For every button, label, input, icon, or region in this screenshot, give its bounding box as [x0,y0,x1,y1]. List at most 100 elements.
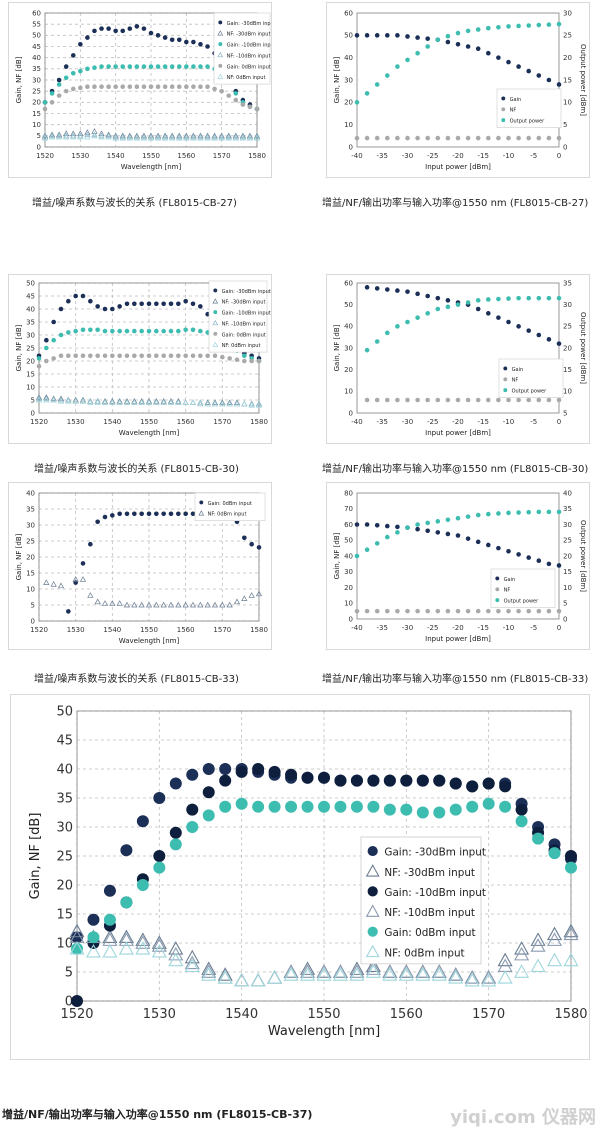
data-point-circle [51,319,56,325]
data-point-triangle [248,592,255,598]
y-tick-label: 35 [26,505,35,513]
y-tick-label: 10 [344,600,353,608]
y-axis-label: Gain, NF [dB] [28,813,43,900]
data-point-triangle [70,133,77,140]
data-point-triangle [91,131,98,138]
data-point-circle [198,304,203,309]
x-tick-label: 1560 [177,418,195,426]
x-tick-label: -30 [402,624,413,632]
y-tick-label: 40 [56,762,73,777]
x-tick-label: 1550 [307,1007,340,1022]
data-point-circle [146,301,152,307]
legend-label: Gain [512,367,524,373]
data-point-triangle [72,398,79,404]
x-tick-label: 1580 [248,152,266,160]
data-point-circle [233,91,239,96]
data-point-triangle [253,132,261,139]
data-point-circle [536,558,542,564]
legend-label: Gain: 0dBm input [222,332,266,338]
data-point-circle [516,552,521,557]
data-point-circle [482,797,495,810]
data-point-triangle [123,601,131,608]
data-point-circle [506,296,511,301]
x-tick-label: -30 [402,418,413,426]
data-point-triangle [43,394,50,400]
data-point-circle [415,135,420,141]
data-point-circle [235,765,248,778]
data-point-circle [486,397,491,403]
data-point-circle [136,879,149,891]
data-point-circle [139,511,144,517]
data-point-triangle [218,132,225,139]
data-point-triangle [250,972,266,987]
data-point-circle [106,84,111,89]
y-tick-label: 20 [56,878,73,893]
data-point-circle [465,536,471,541]
data-point-circle [117,511,122,517]
data-point-circle [556,608,562,614]
data-point-triangle [253,134,261,141]
data-point-triangle [98,132,105,139]
data-point-triangle [105,133,112,140]
data-point-circle [374,33,380,38]
data-point-triangle [197,601,204,608]
data-point-circle [546,608,552,614]
legend-label: NF: -30dBm input [384,867,475,879]
data-point-circle [242,358,247,364]
data-point-triangle [119,134,126,141]
data-point-triangle [56,133,63,140]
data-point-circle [425,397,430,403]
x-tick-label: -15 [478,418,489,426]
data-point-circle [219,774,232,787]
data-point-triangle [169,132,176,139]
y-tick-label: 20 [344,366,353,374]
y-tick-label: 60 [344,521,353,529]
caption-c7: 增益/NF/输出功率与输入功率@1550 nm (FL8015-CB-37) [2,1108,313,1121]
data-point-circle [146,353,152,359]
data-point-circle [455,515,461,521]
data-point-circle [496,296,501,302]
data-point-circle [202,763,215,775]
data-point-circle [475,397,481,403]
legend-marker-circle [367,845,378,857]
data-point-circle [73,328,78,334]
data-point-circle [425,135,430,141]
data-point-circle [103,913,116,926]
data-point-circle [120,84,126,89]
y-tick-label: 20 [26,357,35,365]
data-point-triangle [182,601,189,608]
data-point-circle [435,135,441,141]
y2-tick-label: 30 [563,9,572,17]
data-point-triangle [72,396,79,403]
data-point-circle [475,46,481,52]
data-point-triangle [50,396,57,403]
data-point-triangle [70,132,77,139]
data-point-circle [301,800,314,813]
x-tick-label: -5 [530,418,537,426]
data-point-triangle [481,972,497,987]
legend-marker-circle [213,310,218,315]
data-point-circle [36,356,42,361]
data-point-triangle [168,946,184,961]
x-tick-label: 1560 [177,152,195,160]
data-point-circle [110,513,115,518]
data-point-circle [92,65,97,71]
x-tick-label: 1530 [67,626,85,634]
data-point-circle [124,301,130,307]
legend-marker-circle [495,587,500,592]
data-point-circle [44,345,49,351]
data-point-circle [56,82,62,87]
x-tick-label: -5 [530,624,537,632]
data-point-circle [56,77,62,83]
legend-label: Gain: 0dBm input [208,501,252,507]
data-point-triangle [211,399,219,405]
x-tick-label: -30 [402,152,413,160]
data-point-circle [350,800,363,813]
x-tick-label: -40 [351,624,362,632]
x-tick-label: 1540 [107,152,125,160]
data-point-triangle [101,398,109,404]
data-point-triangle [211,133,218,140]
data-point-triangle [253,133,261,140]
y-tick-label: 0 [31,409,35,417]
y-tick-label: 45 [32,43,41,51]
